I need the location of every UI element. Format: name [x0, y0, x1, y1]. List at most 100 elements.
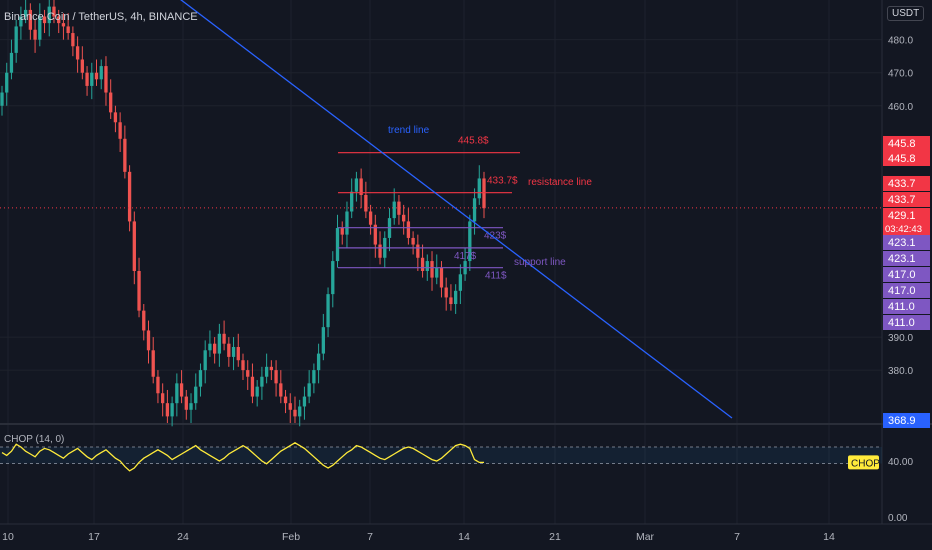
price-label-box [883, 315, 930, 330]
support-level-label: 411$ [485, 271, 507, 282]
candle-body [298, 406, 302, 417]
candle-body [194, 386, 198, 404]
price-label-value: 445.8 [888, 138, 916, 150]
candle-body [255, 386, 259, 397]
candle-body [52, 6, 56, 17]
grid [0, 0, 932, 525]
time-tick-label: 10 [2, 531, 14, 543]
candle-body [231, 346, 236, 357]
candle-body [241, 360, 245, 371]
chart-title: Binance Coin / TetherUS, 4h, BINANCE [4, 11, 198, 23]
candle-body [477, 178, 481, 199]
time-tick-label: 14 [823, 531, 835, 543]
candle-body [345, 211, 349, 235]
candle-body [9, 52, 14, 73]
candle-body [19, 16, 23, 27]
candle-body [236, 346, 240, 361]
candle-body [250, 376, 255, 397]
candle-body [482, 178, 486, 209]
price-label-value: 433.7 [888, 194, 916, 206]
candle-body [458, 274, 463, 291]
time-tick-label: 14 [458, 531, 470, 543]
candle-body [397, 201, 401, 215]
candle-body [260, 376, 264, 387]
chop-band-fill [0, 447, 882, 464]
candle-body [165, 403, 170, 417]
candle-body [175, 383, 179, 404]
candle-body [264, 366, 269, 377]
price-label-box [883, 151, 930, 166]
candle-body [293, 409, 297, 417]
time-tick-label: 17 [88, 531, 100, 543]
resistance-line-annotation: resistance line [528, 177, 592, 188]
price-tick-label: 480.0 [888, 36, 913, 47]
price-label-value: 433.7 [888, 178, 916, 190]
candle-body [42, 16, 47, 24]
price-label-box [883, 299, 930, 314]
candle-body [127, 171, 132, 222]
candle-body [227, 343, 231, 357]
price-label-box [883, 235, 930, 250]
candle-body [57, 16, 61, 24]
currency-button[interactable]: USDT [887, 6, 925, 21]
price-axis[interactable]: 480.0 470.0 460.0 390.0 380.0 40.00 0.00 CHOP 44… [848, 36, 930, 524]
candle-body [312, 370, 316, 384]
price-label-value: 411.0 [888, 317, 915, 329]
candle-body [222, 333, 226, 344]
candle-body [425, 261, 429, 271]
time-tick-label: 24 [177, 531, 189, 543]
resistance-level-label: 433.7$ [487, 176, 518, 187]
annotations: trend line resistance line support line [388, 125, 592, 268]
candle-body [151, 350, 155, 377]
support-level-label: 423$ [484, 231, 507, 242]
candle-body [472, 198, 477, 222]
candle-body [340, 228, 344, 235]
candle-body [316, 353, 321, 371]
price-label-value: 423.1 [888, 253, 916, 265]
price-label-box [883, 176, 930, 191]
candle-body [198, 370, 203, 387]
time-tick-label: 7 [367, 531, 373, 543]
chop-badge [848, 455, 879, 470]
bar-countdown: 03:42:43 [885, 224, 922, 235]
candle-body [94, 72, 99, 80]
price-label-box [883, 283, 930, 298]
support-line-annotation: support line [514, 257, 566, 268]
candle-body [5, 72, 9, 93]
candle-body [33, 29, 37, 40]
candle-body [439, 267, 444, 288]
candle-body [468, 221, 472, 262]
price-label-box [883, 136, 930, 151]
price-series [0, 0, 486, 427]
candle-body [179, 383, 184, 397]
price-label-value: 417.0 [888, 285, 916, 297]
price-label-value: 423.1 [888, 237, 916, 249]
candle-body [66, 26, 70, 34]
time-axis[interactable]: 10 17 24 Feb 7 14 21 Mar 7 14 [2, 531, 835, 543]
price-tick-label: 470.0 [888, 69, 913, 80]
candle-body [14, 26, 18, 53]
time-tick-label: Mar [636, 531, 655, 543]
candle-body [416, 244, 420, 258]
candle-body [142, 310, 146, 331]
candle-body [331, 261, 335, 295]
chop-badge-label: CHOP [851, 458, 880, 469]
candle-body [307, 383, 311, 397]
candle-body [203, 350, 207, 371]
support-level-label: 417$ [454, 251, 477, 262]
price-label-box [883, 208, 930, 235]
candle-body [146, 330, 151, 351]
candle-body [288, 403, 292, 410]
price-label-value: 368.9 [888, 415, 916, 427]
trend-line-layer [180, 0, 733, 419]
candle-body [402, 214, 406, 222]
candle-body [75, 46, 80, 60]
candle-body [113, 112, 118, 123]
candle-body [104, 66, 108, 93]
candle-body [61, 23, 66, 27]
candle-body [283, 396, 288, 404]
trend-line-annotation: trend line [388, 125, 430, 136]
candle-body [217, 333, 222, 354]
chop-legend[interactable]: CHOP (14, 0) [4, 434, 65, 445]
